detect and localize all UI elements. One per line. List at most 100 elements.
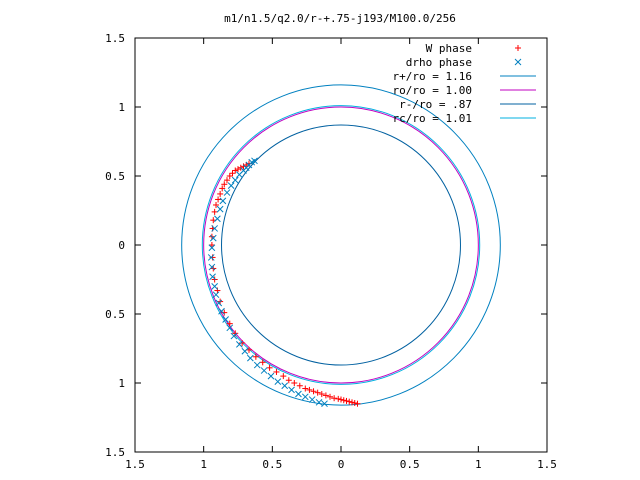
marker-stroke bbox=[211, 225, 219, 232]
marker-stroke bbox=[301, 393, 309, 401]
marker-stroke bbox=[308, 396, 316, 403]
legend-label: ro/ro = 1.00 bbox=[393, 84, 472, 97]
marker-stroke bbox=[241, 347, 249, 355]
reference-circle bbox=[181, 84, 501, 406]
marker-stroke bbox=[216, 205, 224, 213]
axis-ticks bbox=[134, 37, 548, 453]
drho-phase-point bbox=[222, 316, 229, 323]
marker-stroke bbox=[212, 291, 220, 299]
drho-phase-point bbox=[216, 205, 224, 213]
drho-phase-point bbox=[209, 234, 217, 242]
drho-phase-point bbox=[214, 215, 221, 223]
drho-phase-point bbox=[215, 299, 223, 307]
w-phase-point bbox=[226, 173, 233, 179]
marker-stroke bbox=[211, 283, 219, 290]
y-tick-label: 0.5 bbox=[105, 170, 125, 183]
drho-phase-point bbox=[281, 382, 289, 390]
w-phase-point bbox=[208, 242, 215, 248]
w-phase-point bbox=[235, 166, 241, 173]
reference-circle bbox=[201, 105, 481, 385]
drho-phase-point bbox=[211, 225, 219, 232]
reference-circle bbox=[221, 124, 461, 366]
w-phase-point bbox=[348, 399, 355, 406]
w-phase-point bbox=[266, 364, 273, 371]
legend-label: rc/ro = 1.01 bbox=[393, 112, 472, 125]
y-tick-label: 1 bbox=[118, 377, 125, 390]
w-phase-point bbox=[215, 196, 222, 203]
y-tick-label: 0 bbox=[118, 239, 125, 252]
w-phase-point bbox=[229, 170, 236, 177]
w-phase-point bbox=[327, 393, 334, 400]
drho-phase-point bbox=[247, 354, 254, 362]
marker-stroke bbox=[236, 171, 243, 178]
w-phase-point bbox=[221, 181, 228, 188]
legend-marker-sample bbox=[515, 45, 521, 51]
legend-marker-sample bbox=[514, 58, 522, 66]
w-phase-point bbox=[331, 395, 338, 402]
legend-label: r-/ro = .87 bbox=[399, 98, 472, 111]
marker-stroke bbox=[281, 382, 289, 390]
marker-stroke bbox=[274, 378, 282, 385]
marker-stroke bbox=[226, 324, 234, 332]
w-phase-point bbox=[245, 346, 252, 353]
drho-phase-point bbox=[208, 244, 216, 252]
drho-phase-point bbox=[295, 390, 302, 398]
marker-stroke bbox=[231, 176, 239, 184]
w-phase-point bbox=[314, 389, 321, 396]
w-phase-point bbox=[211, 208, 218, 215]
marker-stroke bbox=[222, 316, 229, 323]
drho-phase-point bbox=[308, 396, 316, 403]
x-tick-label: 1.5 bbox=[537, 458, 557, 471]
marker-stroke bbox=[227, 182, 235, 190]
marker-stroke bbox=[214, 215, 221, 223]
marker-stroke bbox=[219, 197, 227, 205]
marker-stroke bbox=[315, 398, 323, 406]
y-tick-label: 0.5 bbox=[105, 308, 125, 321]
w-phase-point bbox=[322, 392, 329, 399]
marker-stroke bbox=[260, 367, 268, 374]
marker-stroke bbox=[247, 354, 254, 362]
marker-stroke bbox=[295, 390, 302, 398]
marker-stroke bbox=[267, 372, 275, 380]
w-phase-point bbox=[310, 388, 317, 395]
w-phase-point bbox=[210, 217, 217, 224]
reference-circle bbox=[203, 106, 479, 384]
drho-phase-point bbox=[226, 324, 234, 332]
drho-phase-point bbox=[241, 347, 249, 355]
w-phase-point bbox=[335, 395, 342, 402]
marker-stroke bbox=[288, 386, 295, 394]
w-phase-point bbox=[346, 398, 353, 405]
w-phase-point bbox=[351, 400, 358, 407]
x-tick-label: 0 bbox=[338, 458, 345, 471]
w-phase-point bbox=[285, 377, 292, 384]
legend-label: W phase bbox=[426, 42, 472, 55]
marker-stroke bbox=[209, 234, 217, 242]
drho-phase-point bbox=[230, 332, 238, 340]
x-tick-label: 1 bbox=[475, 458, 482, 471]
w-phase-point bbox=[273, 368, 280, 375]
drho-phase-point bbox=[236, 171, 243, 178]
drho-phase-point bbox=[321, 400, 328, 408]
drho-phase-point bbox=[212, 291, 220, 299]
w-phase-point bbox=[280, 373, 287, 380]
drho-phase-point bbox=[301, 393, 309, 401]
w-phase-point bbox=[213, 201, 220, 208]
y-tick-label: 1.5 bbox=[105, 32, 125, 45]
w-phase-point bbox=[340, 397, 347, 404]
x-tick-label: 1 bbox=[200, 458, 207, 471]
marker-stroke bbox=[208, 244, 216, 252]
w-phase-point bbox=[338, 396, 344, 403]
marker-stroke bbox=[223, 189, 231, 196]
marker-stroke bbox=[208, 263, 216, 271]
w-phase-point bbox=[354, 400, 361, 407]
drho-phase-point bbox=[315, 398, 323, 406]
drho-phase-point bbox=[211, 283, 219, 290]
drho-phase-point bbox=[288, 386, 295, 394]
axis-tick-labels: 1.5 1 0.5 0 0.5 1 1.51.510.500.511.5 bbox=[105, 32, 557, 471]
w-phase-point bbox=[219, 185, 226, 192]
data-points bbox=[207, 157, 361, 408]
drho-phase-point bbox=[208, 263, 216, 271]
drho-phase-point bbox=[253, 361, 261, 369]
